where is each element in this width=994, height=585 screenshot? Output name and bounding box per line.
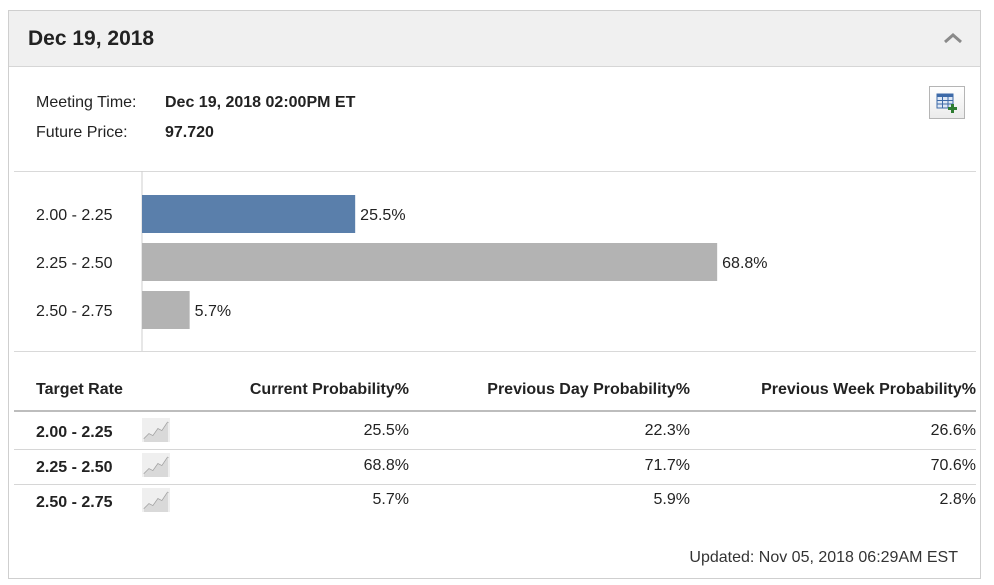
row-target-rate: 2.00 - 2.25 [36,424,113,441]
chart-bar[interactable] [142,291,190,329]
row-previous-week-probability: 2.8% [939,491,976,508]
table-header-rule [14,410,976,412]
section-divider [14,171,976,172]
row-previous-week-probability: 26.6% [930,422,976,439]
chart-category-label: 2.50 - 2.75 [36,303,113,320]
column-header-previous-day-probability: Previous Day Probability% [487,381,690,398]
sparkline-chart-icon[interactable] [142,488,170,512]
chart-category-label: 2.25 - 2.50 [36,255,113,272]
future-price-value: 97.720 [165,124,214,141]
export-table-button[interactable] [929,86,965,119]
sparkline-chart-icon[interactable] [142,418,170,442]
table-add-icon [936,93,957,113]
row-divider [14,484,976,485]
meeting-date-title: Dec 19, 2018 [28,27,155,50]
probability-bar-chart: 2.00 - 2.25 25.5% 2.25 - 2.50 68.8% 2.50 - 2… [36,171,768,351]
row-previous-day-probability: 22.3% [644,422,690,439]
meeting-panel: Dec 19, 2018 Meeting Time: Dec 19, 2018 … [8,10,981,579]
last-updated-timestamp: Updated: Nov 05, 2018 06:29AM EST [689,549,958,566]
chevron-up-icon[interactable] [942,31,964,45]
column-header-previous-week-probability: Previous Week Probability% [761,381,976,398]
row-divider [14,449,976,450]
column-header-target-rate: Target Rate [36,381,123,398]
meeting-time-label: Meeting Time: [36,94,137,111]
column-header-current-probability: Current Probability% [249,381,409,398]
chart-value-label: 5.7% [195,303,231,320]
row-target-rate: 2.25 - 2.50 [36,459,113,476]
row-previous-day-probability: 71.7% [644,457,690,474]
meeting-time-value: Dec 19, 2018 02:00PM ET [165,94,356,111]
chart-category-label: 2.00 - 2.25 [36,207,113,224]
row-current-probability: 5.7% [372,491,409,508]
row-current-probability: 68.8% [363,457,409,474]
row-target-rate: 2.50 - 2.75 [36,494,113,511]
row-previous-day-probability: 5.9% [653,491,690,508]
chart-value-label: 25.5% [360,207,405,224]
section-divider [14,351,976,352]
panel-header[interactable]: Dec 19, 2018 [9,11,980,67]
row-current-probability: 25.5% [363,422,409,439]
chart-bar[interactable] [142,195,356,233]
future-price-label: Future Price: [36,124,128,141]
chart-bar[interactable] [142,243,718,281]
sparkline-chart-icon[interactable] [142,453,170,477]
chart-value-label: 68.8% [722,255,767,272]
row-previous-week-probability: 70.6% [930,457,976,474]
